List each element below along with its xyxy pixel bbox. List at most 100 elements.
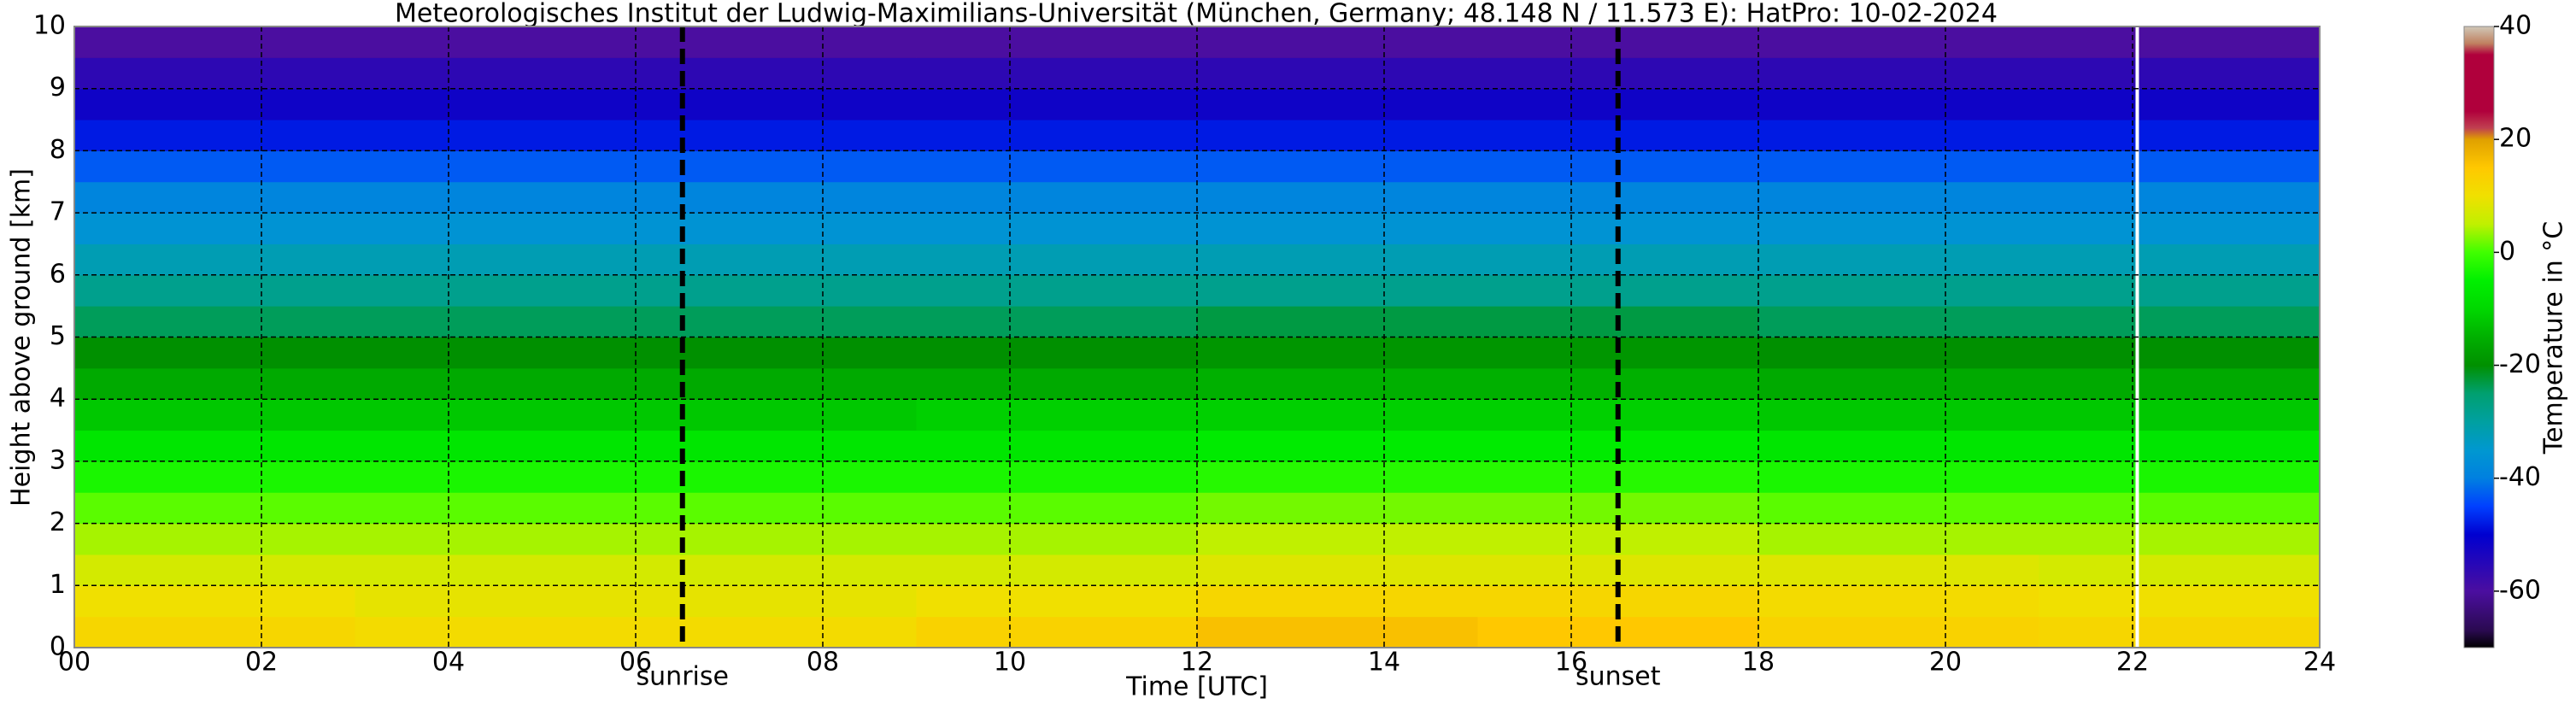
y-tick-label: 7 xyxy=(50,197,66,227)
heatmap-cell xyxy=(355,243,637,276)
heatmap-cell xyxy=(636,213,917,244)
heatmap-cell xyxy=(355,181,637,214)
heatmap-cell xyxy=(1758,306,2039,337)
heatmap-cell xyxy=(916,430,1198,462)
heatmap-cell xyxy=(1758,554,2039,586)
x-tick-label: 06 xyxy=(619,648,652,678)
y-tick-label: 2 xyxy=(50,507,66,537)
heatmap-cell xyxy=(916,399,1198,431)
heatmap-cell xyxy=(2039,181,2321,214)
heatmap-cell xyxy=(1758,399,2039,431)
x-tick-label: 04 xyxy=(432,648,465,678)
heatmap-cell xyxy=(2039,430,2321,462)
heatmap-cell xyxy=(1197,150,1478,183)
heatmap-cell xyxy=(355,367,637,400)
y-tick-label: 1 xyxy=(50,570,66,600)
y-tick-label: 0 xyxy=(50,632,66,662)
heatmap-cell xyxy=(2039,150,2321,183)
heatmap-cell xyxy=(636,181,917,214)
heatmap-cell xyxy=(636,430,917,462)
heatmap-cell xyxy=(74,461,355,493)
heatmap-cell xyxy=(636,306,917,337)
y-tick-label: 8 xyxy=(50,135,66,165)
y-tick-label: 6 xyxy=(50,259,66,289)
heatmap-cell xyxy=(355,88,637,120)
heatmap-cell xyxy=(636,120,917,151)
heatmap-cell xyxy=(1758,243,2039,276)
heatmap-cell xyxy=(636,523,917,555)
heatmap-cell xyxy=(916,337,1198,369)
heatmap-cell xyxy=(74,120,355,151)
heatmap-cell xyxy=(2039,88,2321,120)
heatmap-cell xyxy=(2039,616,2321,648)
heatmap-cell xyxy=(636,57,917,90)
x-tick-label: 18 xyxy=(1742,648,1775,678)
heatmap-cell xyxy=(636,585,917,618)
heatmap-cell xyxy=(636,367,917,400)
heatmap-cell xyxy=(916,616,1198,648)
heatmap-cell xyxy=(1758,461,2039,493)
y-tick-label: 9 xyxy=(50,73,66,103)
heatmap-cell xyxy=(2039,367,2321,400)
heatmap-cell xyxy=(2039,306,2321,337)
heatmap-cell xyxy=(1758,181,2039,214)
heatmap-cell xyxy=(355,585,637,618)
heatmap-cell xyxy=(1758,430,2039,462)
heatmap-cell xyxy=(1758,585,2039,618)
heatmap-cell xyxy=(1197,337,1478,369)
heatmap-cell xyxy=(74,367,355,400)
heatmap-cell xyxy=(1197,306,1478,337)
heatmap-cell xyxy=(636,492,917,525)
heatmap-cell xyxy=(74,337,355,369)
x-tick-label: 20 xyxy=(1929,648,1962,678)
heatmap-cell xyxy=(1197,430,1478,462)
heatmap-cell xyxy=(1758,337,2039,369)
heatmap-cell xyxy=(1758,616,2039,648)
x-tick-label: 12 xyxy=(1181,648,1213,678)
heatmap-cell xyxy=(74,523,355,555)
heatmap-cell xyxy=(916,181,1198,214)
heatmap-cell xyxy=(355,616,637,648)
heatmap-cell xyxy=(355,399,637,431)
x-tick-label: 24 xyxy=(2303,648,2336,678)
heatmap-cell xyxy=(355,274,637,307)
heatmap-cell xyxy=(355,461,637,493)
heatmap-cell xyxy=(916,88,1198,120)
heatmap-cell xyxy=(355,213,637,244)
heatmap-cell xyxy=(1197,399,1478,431)
heatmap-cell xyxy=(355,430,637,462)
heatmap-cell xyxy=(1197,57,1478,90)
heatmap-cell xyxy=(636,399,917,431)
heatmap-cell xyxy=(916,120,1198,151)
colorbar-tick-label: 0 xyxy=(2499,237,2515,267)
heatmap-cell xyxy=(74,243,355,276)
heatmap-cell xyxy=(916,367,1198,400)
heatmap-cell xyxy=(2039,523,2321,555)
event-label: sunset xyxy=(1576,662,1661,692)
heatmap-cell xyxy=(355,57,637,90)
colorbar-tick-label: -20 xyxy=(2499,349,2541,379)
heatmap-cell xyxy=(1758,26,2039,58)
heatmap-cell xyxy=(1758,57,2039,90)
heatmap-cell xyxy=(1197,274,1478,307)
heatmap-cell xyxy=(1197,461,1478,493)
heatmap-cell xyxy=(916,585,1198,618)
heatmap-cell xyxy=(74,213,355,244)
heatmap-cell xyxy=(74,57,355,90)
heatmap-cell xyxy=(636,150,917,183)
heatmap-cell xyxy=(1197,585,1478,618)
heatmap-cell xyxy=(916,492,1198,525)
heatmap-cell xyxy=(916,243,1198,276)
heatmap-cell xyxy=(636,461,917,493)
heatmap-cell xyxy=(916,306,1198,337)
heatmap-cell xyxy=(1197,492,1478,525)
heatmap-cell xyxy=(355,523,637,555)
heatmap-cell xyxy=(636,554,917,586)
heatmap-cell xyxy=(2039,120,2321,151)
x-tick-label: 02 xyxy=(245,648,278,678)
heatmap-cell xyxy=(74,399,355,431)
heatmap-cell xyxy=(1197,554,1478,586)
heatmap-cell xyxy=(355,554,637,586)
heatmap-cell xyxy=(916,26,1198,58)
